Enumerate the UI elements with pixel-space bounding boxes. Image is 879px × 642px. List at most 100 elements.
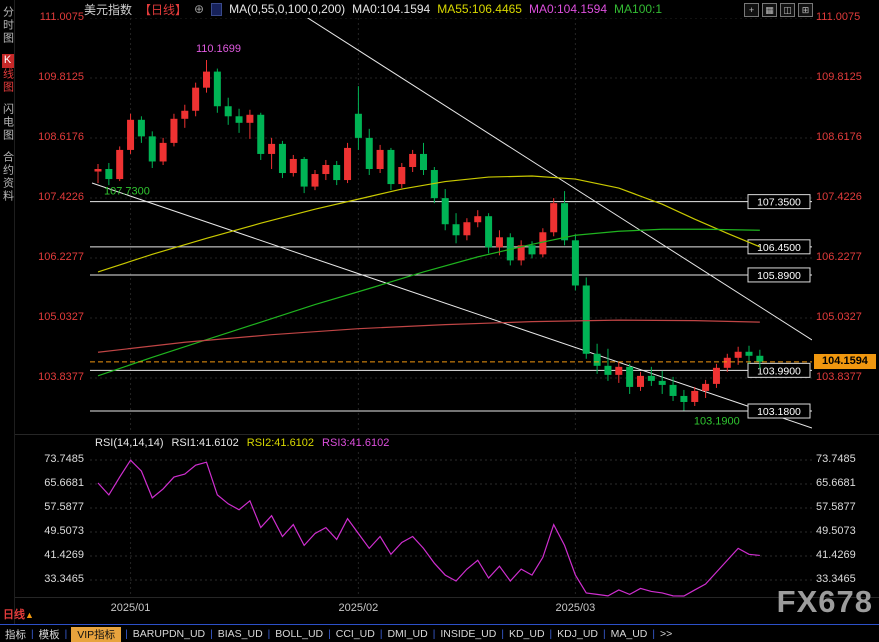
toolbar-tab-cci[interactable]: CCI_UD [335,628,375,640]
new-panel-icon[interactable]: ⊞ [798,3,813,17]
toolbar-tab-boll[interactable]: BOLL_UD [275,628,324,640]
sidebar-tab-label: 线图 [1,68,14,94]
rsi-axis-label-right: 65.6681 [816,477,856,489]
candle-body [712,367,720,384]
candle-body [680,395,688,402]
candle-style-icon[interactable] [211,2,223,16]
bottom-toolbar: 指标 | 模板 | VIP指标 | BARUPDN_UD | BIAS_UD | BOLL_UD | C… [0,624,879,642]
toolbar-tab-vip-indicator[interactable]: VIP指标 [71,626,122,642]
candle-body [246,114,254,123]
window-controls: + ▦ ◫ ⊞ [744,3,813,17]
toolbar-tab-bias[interactable]: BIAS_UD [217,628,263,640]
candle-body [528,245,536,255]
active-tab-badge: K [1,54,14,68]
candle-body [647,375,655,381]
toolbar-tab-kdj[interactable]: KDJ_UD [557,628,598,640]
current-period-label[interactable]: 日线▲ [3,606,34,622]
candle-body [398,166,406,185]
toolbar-tab-kd[interactable]: KD_UD [508,628,545,640]
toolbar-separator: | [125,628,128,640]
candle-body [148,136,156,162]
toolbar-separator: | [652,628,655,640]
rsi-axis-label-left: 57.5877 [44,501,84,513]
candle-body [344,147,352,181]
price-axis-label-left: 111.0075 [39,11,84,23]
toolbar-tab-template[interactable]: 模板 [38,628,60,641]
left-sidebar: 分时图 K线图闪电图合约资料 [0,0,15,624]
toolbar-tab-indicator[interactable]: 指标 [5,628,26,641]
candle-body [658,380,666,385]
toolbar-separator: | [603,628,606,640]
candle-body [604,365,612,375]
rsi-axis-label-right: 33.3465 [816,573,856,585]
split-view-icon[interactable]: ◫ [780,3,795,17]
add-indicator-icon[interactable]: ⊕ [194,2,205,16]
toolbar-tab-ma[interactable]: MA_UD [610,628,648,640]
rsi-axis-label-left: 49.5073 [44,525,84,537]
up-triangle-icon: ▲ [25,610,34,620]
price-axis-label-left: 109.8125 [38,71,84,83]
toolbar-tab-more[interactable]: >> [659,628,673,640]
ma100-line [97,228,760,377]
candle-body [495,237,503,248]
sidebar-tab-flash-chart[interactable]: 闪电图 [1,103,14,142]
candle-body [745,351,753,356]
symbol-name: 美元指数 [84,2,133,17]
candle-body [734,351,742,358]
grid-layout-icon[interactable]: ▦ [762,3,777,17]
candle-body [322,164,330,175]
candle-body [181,110,189,119]
candle-body [387,149,395,185]
price-axis-label-right: 108.6176 [816,131,862,143]
candle-body [550,203,558,233]
price-annotation: 107.7300 [104,186,150,198]
toolbar-tab-inside[interactable]: INSIDE_UD [440,628,497,640]
add-window-icon[interactable]: + [744,3,759,17]
trend-line [306,18,812,341]
price-axis-label-right: 103.8377 [816,371,862,383]
candle-body [582,285,590,354]
toolbar-tab-barupdn[interactable]: BARUPDN_UD [132,628,206,640]
rsi-axis-label-right: 57.5877 [816,501,856,513]
price-level-label-box [747,194,811,210]
watermark: FX678 [776,584,873,619]
toolbar-separator: | [432,628,436,640]
toolbar-separator: | [31,628,34,640]
sidebar-tab-time-chart[interactable]: 分时图 [1,6,14,45]
support-resistance-levels: 107.3500 106.4500 105.8900 103.9900 103.1800 [90,194,812,419]
rsi-axis-label-left: 33.3465 [44,573,84,585]
price-annotation: 110.1699 [196,43,241,55]
price-level-label-box [747,362,811,378]
candle-body [300,158,308,187]
rsi1-value: RSI1:41.6102 [171,437,239,449]
date-axis-label: 2025/01 [110,602,151,614]
candle-body [474,216,482,223]
candle-body [702,383,710,391]
ma0-value: MA0:104.1594 [352,2,431,16]
candle-body [539,232,547,255]
current-price-tag: 104.1594 [814,353,876,369]
price-level-label: 106.4500 [757,242,801,254]
price-axis-label-right: 111.0075 [816,11,861,23]
period-text: 日线 [3,609,25,621]
rsi2-value: RSI2:41.6102 [246,437,315,449]
candle-body [485,216,493,248]
panel-divider [15,434,879,435]
rsi-chart-canvas[interactable] [90,452,812,598]
candle-body [192,87,200,111]
grid-lines [90,18,812,433]
candle-body [94,169,102,172]
ma55-line [97,175,761,273]
rsi-axis-label-left: 65.6681 [44,477,84,489]
period-tag: 【日线】 [139,2,188,17]
candle-body [170,118,178,143]
toolbar-separator: | [379,628,383,640]
toolbar-tab-dmi[interactable]: DMI_UD [387,628,428,640]
candle-body [430,170,438,199]
candle-body [637,375,644,387]
sidebar-tab-contract-info[interactable]: 合约资料 [1,151,14,203]
candle-body [517,245,525,261]
sidebar-tab-kline-chart[interactable]: K线图 [1,54,14,94]
main-chart-canvas[interactable]: 107.3500 106.4500 105.8900 103.9900 103.1800… [90,18,812,433]
